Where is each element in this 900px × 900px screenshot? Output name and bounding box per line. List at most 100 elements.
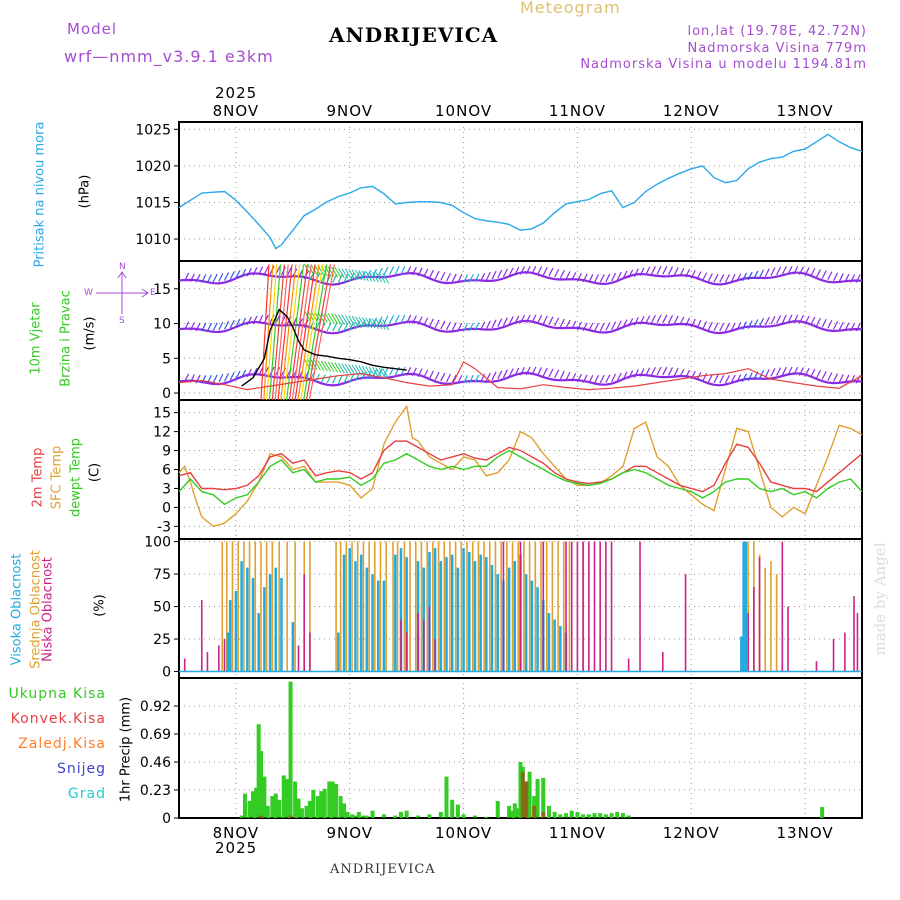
wind-barb — [389, 266, 395, 275]
wind-barb — [565, 371, 571, 381]
wind-barb — [497, 318, 503, 327]
wind-barb — [685, 369, 691, 379]
wind-barb — [667, 266, 674, 275]
wind-barb — [759, 269, 765, 278]
wind-barb — [508, 368, 514, 377]
wind-barb — [571, 320, 577, 330]
wind-barb — [445, 272, 452, 282]
precip-total-bar — [239, 815, 244, 818]
wind-barb — [514, 266, 520, 276]
precip-total-bar — [277, 799, 282, 818]
wind-barb — [375, 367, 383, 379]
wind-barb — [372, 367, 379, 378]
wind-barb — [417, 267, 423, 277]
wind-barb — [241, 268, 247, 278]
wind-barb — [351, 269, 359, 280]
wind-gust-arrow — [308, 264, 335, 401]
wind-barb — [656, 265, 662, 275]
wind-barb — [633, 369, 639, 378]
wind-barb — [337, 267, 345, 279]
precip-total-bar — [472, 815, 477, 818]
wind-barb — [423, 317, 429, 326]
wind-barb — [519, 314, 526, 324]
wind-barb — [844, 374, 850, 384]
wind-barb — [468, 322, 474, 332]
wind-barb — [679, 316, 685, 326]
wind-barb — [229, 319, 235, 329]
wind-barb — [331, 266, 338, 278]
wind-barb — [372, 271, 379, 283]
wind-barb — [394, 314, 400, 324]
wind-barb — [354, 372, 360, 382]
wind-gust-line — [178, 360, 863, 391]
precip-total-bar — [262, 776, 267, 818]
precip-total-bar — [243, 793, 248, 818]
precip-total-bar — [350, 814, 355, 818]
wind-gust-arrow — [297, 264, 320, 401]
temp2m-line — [178, 440, 863, 493]
wind-barb — [759, 318, 765, 327]
wind-barb — [582, 374, 588, 384]
wind-barb — [324, 361, 332, 372]
wind-barb — [400, 314, 406, 324]
wind-barb — [400, 265, 406, 275]
wind-gust-arrow — [303, 264, 328, 401]
wind-barb — [838, 273, 844, 282]
precip-total-bar — [575, 811, 580, 818]
wind-barb — [622, 371, 628, 381]
wind-barb — [815, 317, 822, 327]
precip-total-bar — [319, 791, 324, 818]
wind-barb — [662, 366, 668, 376]
y-tick-label: 0.46 — [140, 755, 171, 771]
model-name: wrf—nmm_v3.9.1 e3km — [64, 47, 274, 66]
wind-barb — [252, 315, 258, 325]
wind-barb — [576, 373, 582, 383]
wind-barb — [341, 268, 349, 279]
wind-barb — [793, 266, 799, 275]
wind-barb — [850, 322, 856, 332]
wind-barb — [559, 269, 565, 279]
wind-barb — [382, 273, 390, 284]
y-tick-label: 0.23 — [140, 783, 171, 799]
wind-barb — [850, 274, 856, 283]
sfc-temp-line — [178, 404, 863, 528]
panel-frame — [178, 121, 863, 262]
wind-barb — [639, 267, 645, 277]
wind-barb — [434, 371, 440, 381]
wind-barb — [855, 322, 861, 332]
wind-gust-arrow — [263, 264, 274, 401]
wind-barb — [348, 315, 356, 327]
wind-barb — [588, 274, 594, 283]
wind-barb — [344, 315, 352, 326]
wind-barb — [480, 321, 486, 331]
precip-total-bar — [311, 790, 316, 818]
wind-barb — [223, 373, 230, 382]
wind-gust-arrow — [268, 264, 282, 401]
wind-barb — [537, 314, 543, 324]
precip-total-bar — [364, 815, 369, 818]
wind-barb — [315, 373, 321, 383]
wind-barb — [351, 315, 359, 327]
wind-barb — [588, 322, 594, 332]
wind-barb — [445, 373, 452, 383]
wind-barb — [485, 271, 491, 281]
wind-barb — [368, 318, 376, 329]
wind-barb — [341, 314, 349, 326]
wind-barb — [531, 314, 537, 324]
wind-barb — [542, 315, 548, 325]
wind-barb — [599, 274, 605, 283]
wind-barb — [423, 268, 429, 278]
wind-barb — [365, 317, 373, 329]
wind-barb — [383, 266, 389, 276]
wind-barb — [263, 266, 269, 275]
y-tick-label: 0.69 — [140, 727, 171, 743]
wind-barb — [611, 272, 617, 282]
wind-barb — [747, 320, 753, 329]
wind-barb — [633, 268, 639, 278]
wind-barb — [378, 272, 386, 284]
y-tick-label: 6 — [162, 463, 171, 479]
wind-barb — [679, 368, 685, 378]
wind-barb — [508, 316, 514, 325]
wind-barb — [685, 269, 691, 278]
wind-barb — [679, 267, 685, 277]
